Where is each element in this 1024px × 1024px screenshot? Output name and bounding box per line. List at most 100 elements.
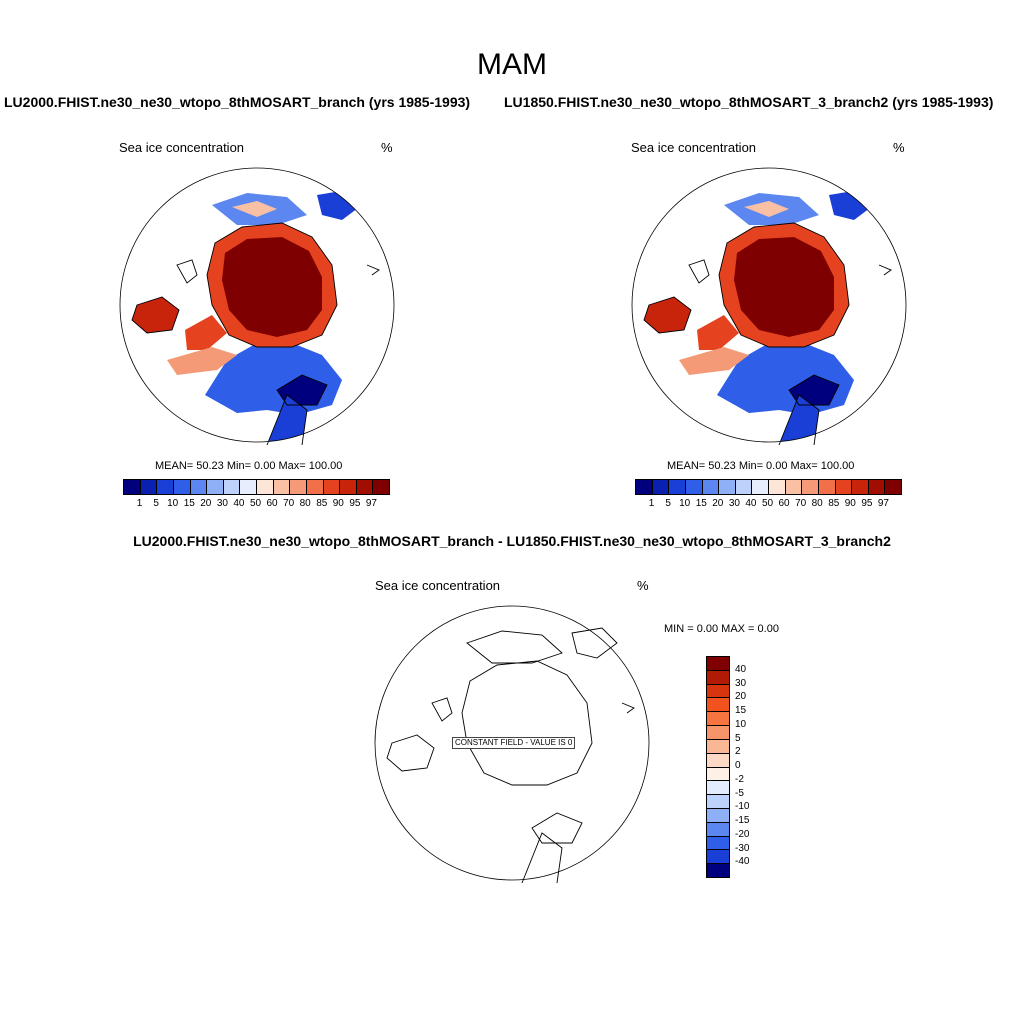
units-left: % bbox=[381, 140, 393, 155]
colorbar-swatch bbox=[140, 480, 158, 494]
colorbar-tick-label: 60 bbox=[778, 498, 790, 509]
colorbar-tick-label: -10 bbox=[735, 801, 750, 813]
colorbar-swatch bbox=[707, 822, 729, 837]
colorbar-tick-label: 70 bbox=[283, 498, 295, 509]
colorbar-swatch bbox=[707, 850, 729, 865]
colorbar-swatch bbox=[802, 480, 819, 494]
colorbar-swatch bbox=[273, 480, 291, 494]
colorbar-tick-label: 80 bbox=[299, 498, 311, 509]
var-label-right: Sea ice concentration bbox=[631, 140, 757, 155]
colorbar-swatch bbox=[669, 480, 686, 494]
colorbar-tick-label: 40 bbox=[735, 663, 747, 675]
colorbar-swatch bbox=[652, 480, 670, 494]
colorbar-swatch bbox=[124, 480, 141, 494]
case-title-left: LU2000.FHIST.ne30_ne30_wtopo_8thMOSART_b… bbox=[4, 94, 471, 110]
colorbar-swatch bbox=[835, 480, 853, 494]
colorbar-swatch bbox=[885, 480, 901, 494]
colorbar-swatch bbox=[373, 480, 389, 494]
colorbar-tick-label: 80 bbox=[811, 498, 823, 509]
colorbar-diff bbox=[706, 656, 730, 878]
colorbar-swatch bbox=[707, 836, 729, 851]
stats-right: MEAN= 50.23 Min= 0.00 Max= 100.00 bbox=[667, 460, 855, 472]
colorbar-tick-label: 5 bbox=[665, 498, 671, 509]
var-label-diff: Sea ice concentration bbox=[375, 578, 501, 593]
colorbar-swatch bbox=[707, 726, 729, 740]
case-title-right: LU1850.FHIST.ne30_ne30_wtopo_8thMOSART_3… bbox=[504, 94, 994, 110]
colorbar-swatch bbox=[707, 781, 729, 796]
colorbar-swatch bbox=[257, 480, 274, 494]
colorbar-swatch bbox=[707, 864, 729, 877]
colorbar-tick-label: -30 bbox=[735, 842, 750, 854]
colorbar-tick-label: 85 bbox=[828, 498, 840, 509]
colorbar-swatch bbox=[735, 480, 753, 494]
colorbar-swatch bbox=[323, 480, 341, 494]
units-diff: % bbox=[637, 578, 649, 593]
colorbar-tick-label: 20 bbox=[735, 691, 747, 703]
colorbar-swatch bbox=[852, 480, 869, 494]
colorbar-swatch bbox=[157, 480, 174, 494]
colorbar-tick-label: 85 bbox=[316, 498, 328, 509]
colorbar-tick-label: 0 bbox=[735, 760, 741, 771]
colorbar-tick-label: 10 bbox=[735, 718, 747, 730]
main-title: MAM bbox=[477, 48, 547, 81]
colorbar-swatch bbox=[173, 480, 191, 494]
colorbar-swatch bbox=[707, 684, 729, 699]
colorbar-tick-label: 30 bbox=[735, 677, 747, 689]
colorbar-swatch bbox=[707, 670, 729, 685]
colorbar-swatch bbox=[769, 480, 786, 494]
colorbar-tick-label: 5 bbox=[153, 498, 159, 509]
colorbar-swatch bbox=[752, 480, 769, 494]
colorbar-swatch bbox=[702, 480, 720, 494]
colorbar-tick-label: 97 bbox=[365, 498, 377, 509]
colorbar-swatch bbox=[636, 480, 653, 494]
colorbar-tick-label: 10 bbox=[167, 498, 179, 509]
colorbar-tick-label: 5 bbox=[735, 732, 741, 744]
colorbar-right bbox=[635, 479, 902, 495]
colorbar-tick-label: -2 bbox=[735, 773, 744, 785]
colorbar-tick-label: 70 bbox=[795, 498, 807, 509]
polar-map-left bbox=[119, 167, 395, 445]
units-right: % bbox=[893, 140, 905, 155]
colorbar-swatch bbox=[207, 480, 224, 494]
colorbar-tick-label: -5 bbox=[735, 787, 744, 799]
colorbar-tick-label: 40 bbox=[233, 498, 245, 509]
colorbar-tick-label: 10 bbox=[679, 498, 691, 509]
colorbar-tick-label: -15 bbox=[735, 815, 750, 826]
colorbar-swatch bbox=[719, 480, 736, 494]
colorbar-tick-label: 60 bbox=[266, 498, 278, 509]
colorbar-tick-label: 50 bbox=[249, 498, 262, 509]
colorbar-tick-label: 90 bbox=[332, 498, 344, 509]
colorbar-swatch bbox=[290, 480, 307, 494]
colorbar-tick-label: 50 bbox=[761, 498, 774, 509]
colorbar-swatch bbox=[685, 480, 703, 494]
colorbar-swatch bbox=[306, 480, 324, 494]
colorbar-tick-label: 15 bbox=[735, 705, 747, 716]
constant-field-label: CONSTANT FIELD - VALUE IS 0 bbox=[452, 737, 576, 749]
colorbar-swatch bbox=[356, 480, 374, 494]
colorbar-tick-label: 1 bbox=[136, 498, 143, 509]
colorbar-swatch bbox=[707, 808, 729, 823]
colorbar-tick-label: 30 bbox=[728, 498, 740, 509]
colorbar-tick-label: 95 bbox=[861, 498, 873, 509]
colorbar-tick-label: 40 bbox=[745, 498, 757, 509]
stats-left: MEAN= 50.23 Min= 0.00 Max= 100.00 bbox=[155, 460, 343, 472]
colorbar-swatch bbox=[707, 712, 729, 727]
colorbar-tick-label: 90 bbox=[844, 498, 856, 509]
colorbar-swatch bbox=[868, 480, 886, 494]
colorbar-swatch bbox=[707, 795, 729, 809]
colorbar-tick-label: 1 bbox=[648, 498, 655, 509]
colorbar-tick-label: 2 bbox=[735, 746, 741, 758]
colorbar-swatch bbox=[707, 657, 729, 671]
colorbar-swatch bbox=[707, 698, 729, 713]
colorbar-swatch bbox=[190, 480, 208, 494]
colorbar-swatch bbox=[707, 767, 729, 782]
colorbar-swatch bbox=[785, 480, 803, 494]
colorbar-left bbox=[123, 479, 390, 495]
var-label-left: Sea ice concentration bbox=[119, 140, 245, 155]
diff-title: LU2000.FHIST.ne30_ne30_wtopo_8thMOSART_b… bbox=[133, 533, 891, 549]
colorbar-tick-label: 15 bbox=[183, 498, 195, 509]
colorbar-tick-label: 20 bbox=[712, 498, 724, 509]
colorbar-tick-label: 15 bbox=[695, 498, 707, 509]
colorbar-swatch bbox=[340, 480, 357, 494]
colorbar-tick-label: 30 bbox=[216, 498, 228, 509]
